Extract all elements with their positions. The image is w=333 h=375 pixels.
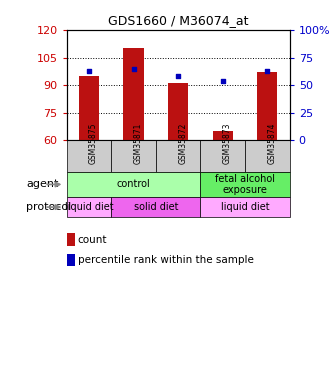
Point [265, 68, 270, 74]
Text: GSM35874: GSM35874 [267, 122, 276, 164]
Bar [156, 140, 200, 172]
Bar [67, 140, 111, 172]
Text: liquid diet: liquid diet [221, 202, 269, 212]
Point [175, 74, 181, 80]
Text: protocol: protocol [26, 202, 72, 212]
Bar [245, 140, 290, 172]
Bar [67, 172, 200, 196]
Title: GDS1660 / M36074_at: GDS1660 / M36074_at [108, 15, 248, 27]
Text: GSM35871: GSM35871 [134, 122, 143, 164]
Text: fetal alcohol
exposure: fetal alcohol exposure [215, 174, 275, 195]
Bar [213, 131, 233, 140]
Bar [200, 140, 245, 172]
Bar [111, 140, 156, 172]
Bar [67, 196, 111, 217]
Bar [200, 196, 290, 217]
Bar [257, 72, 277, 140]
Text: control: control [117, 179, 151, 189]
Text: liquid diet: liquid diet [65, 202, 113, 212]
Text: count: count [78, 235, 107, 245]
Text: solid diet: solid diet [134, 202, 178, 212]
Bar [124, 48, 144, 140]
Text: percentile rank within the sample: percentile rank within the sample [78, 255, 253, 265]
Bar [111, 196, 200, 217]
Bar [168, 83, 188, 140]
Text: GSM35872: GSM35872 [178, 122, 187, 164]
Point [86, 68, 92, 74]
Point [131, 66, 136, 72]
Bar [79, 76, 99, 140]
Point [220, 78, 225, 84]
Text: GSM35873: GSM35873 [223, 122, 232, 164]
Bar [200, 172, 290, 196]
Text: agent: agent [26, 179, 59, 189]
Text: GSM35875: GSM35875 [89, 122, 98, 164]
